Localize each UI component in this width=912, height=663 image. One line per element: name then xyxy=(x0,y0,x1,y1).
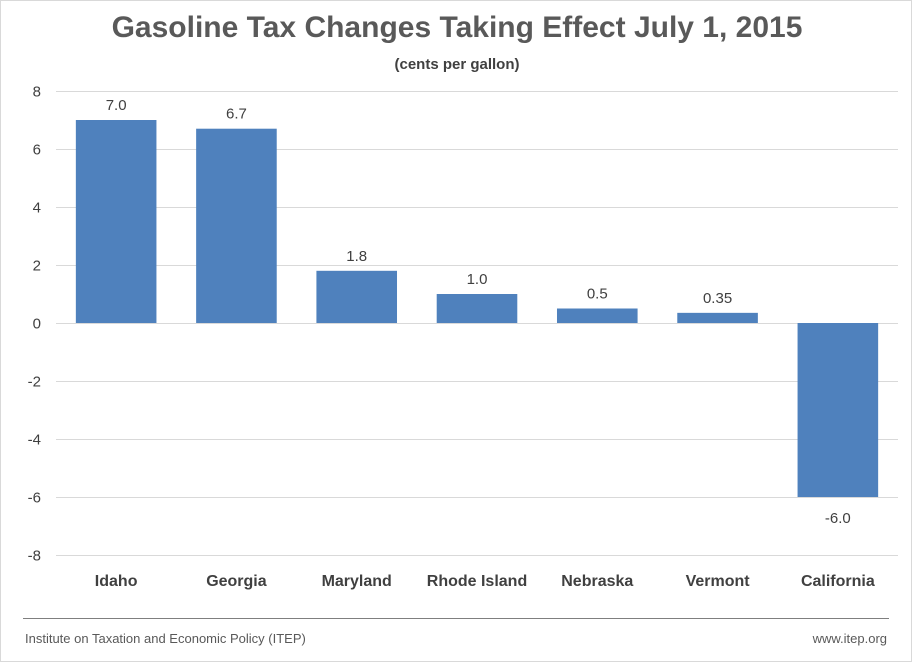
y-tick-label: 0 xyxy=(33,316,41,333)
x-category-label: Idaho xyxy=(95,573,138,590)
x-category-label: Nebraska xyxy=(561,573,633,590)
y-tick-label: -6 xyxy=(28,490,41,507)
x-axis-category-labels: Idaho Georgia Maryland Rhode Island Nebraska… xyxy=(95,573,875,590)
chart-title: Gasoline Tax Changes Taking Effect July … xyxy=(111,11,803,44)
data-label: 7.0 xyxy=(106,97,127,114)
footer-website: www.itep.org xyxy=(812,631,887,646)
bar-idaho xyxy=(75,120,157,323)
data-label: 1.0 xyxy=(467,271,488,288)
x-category-label: Vermont xyxy=(686,573,751,590)
y-tick-label: 2 xyxy=(33,258,41,275)
bar-nebraska xyxy=(556,308,638,323)
y-tick-label: 4 xyxy=(33,200,41,217)
footer-divider xyxy=(23,618,889,619)
bars xyxy=(75,120,879,497)
y-tick-label: -8 xyxy=(28,548,41,565)
footer-source: Institute on Taxation and Economic Polic… xyxy=(25,631,306,646)
data-label: 6.7 xyxy=(226,106,247,123)
bar-vermont xyxy=(677,312,758,323)
bar-rhode-island xyxy=(436,294,518,323)
data-label: 1.8 xyxy=(346,248,367,265)
chart-subtitle: (cents per gallon) xyxy=(394,56,520,73)
y-axis-tick-labels: 8 6 4 2 0 -2 -4 -6 -8 xyxy=(28,84,41,565)
bar-georgia xyxy=(196,128,277,323)
data-label: -6.0 xyxy=(825,510,851,527)
gridlines xyxy=(56,91,898,556)
x-category-label: Rhode Island xyxy=(427,573,527,590)
data-labels: 7.0 6.7 1.8 1.0 0.5 0.35 -6.0 xyxy=(106,97,851,527)
y-tick-label: 8 xyxy=(33,84,41,101)
y-tick-label: 6 xyxy=(33,142,41,159)
y-tick-label: -4 xyxy=(28,432,41,449)
x-category-label: California xyxy=(801,573,875,590)
y-tick-label: -2 xyxy=(28,374,41,391)
x-category-label: Maryland xyxy=(322,573,392,590)
data-label: 0.35 xyxy=(703,290,732,307)
x-category-label: Georgia xyxy=(206,573,267,590)
bar-maryland xyxy=(316,270,398,323)
bar-california xyxy=(797,323,879,497)
data-label: 0.5 xyxy=(587,286,608,303)
